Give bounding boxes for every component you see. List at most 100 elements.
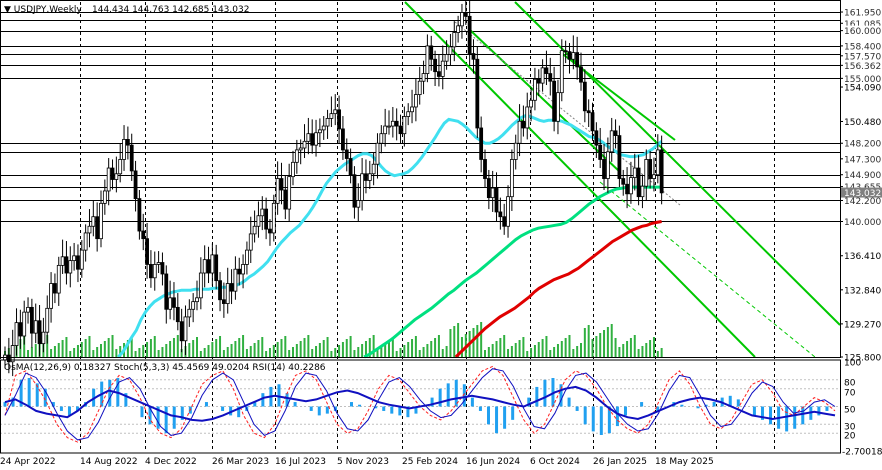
candle-body <box>125 139 130 146</box>
candle-body <box>260 208 265 217</box>
price-tag-bg <box>841 25 882 36</box>
osma-bar <box>438 388 442 407</box>
candle-body <box>509 159 514 198</box>
candle-body <box>333 109 338 115</box>
volume-bar <box>222 350 225 357</box>
candle-body <box>383 125 388 135</box>
candle-body <box>76 255 80 270</box>
candle-body <box>271 202 276 234</box>
osma-bar <box>704 404 708 407</box>
volume-bar <box>69 351 72 357</box>
y-tick-label: 154.090 <box>844 84 881 94</box>
osma-bar <box>446 383 450 407</box>
volume-bar <box>487 347 490 357</box>
volume-bar <box>165 344 168 357</box>
candle-body <box>341 128 345 151</box>
volume-bar <box>338 345 341 357</box>
candle-body <box>45 307 50 333</box>
volume-bar <box>176 335 179 357</box>
volume-bar <box>649 340 652 357</box>
volume-bar <box>545 336 548 357</box>
volume-bar <box>495 341 498 357</box>
x-tick-label: 26 Jan 2025 <box>593 457 647 467</box>
candle-body <box>659 149 664 194</box>
candle-body <box>498 211 503 218</box>
volume-bar <box>142 345 145 357</box>
osma-bar <box>261 393 265 407</box>
candle-body <box>617 135 622 179</box>
candle-body <box>206 259 211 274</box>
y-tick-label: 161.950 <box>844 9 881 19</box>
x-tick-label: 5 Nov 2023 <box>337 457 389 467</box>
candle-body <box>521 120 526 129</box>
osma-bar <box>27 378 31 407</box>
volume-bar <box>484 350 486 357</box>
volume-bar <box>564 338 567 357</box>
volume-bar <box>103 341 106 357</box>
candle-body <box>548 73 553 82</box>
ma-fast-line <box>117 114 663 359</box>
volume-bar <box>257 340 260 357</box>
candle-body <box>183 316 188 342</box>
osma-bar <box>623 406 627 416</box>
osma-bar <box>696 406 700 409</box>
candle-body <box>356 200 361 208</box>
trend-projection <box>454 21 681 206</box>
candle-body <box>502 216 507 227</box>
volume-bar <box>614 338 617 357</box>
volume-bar <box>629 338 632 357</box>
candle-body <box>567 51 572 60</box>
volume-bar <box>453 326 456 357</box>
osma-bar <box>398 406 402 416</box>
channel-projection <box>599 181 816 358</box>
candle-body <box>248 233 253 251</box>
sub-y-tick-label: 70 <box>844 389 856 399</box>
osma-bar <box>535 386 539 407</box>
candle-body <box>279 178 284 191</box>
volume-bar <box>107 338 110 357</box>
y-tick-label: 147.300 <box>844 155 881 165</box>
candle-body <box>306 133 311 142</box>
candle-body <box>314 132 318 146</box>
y-tick-label: 161.085 <box>844 20 881 30</box>
candle-body <box>463 12 468 17</box>
volume-bar <box>618 347 621 357</box>
candle-body <box>387 125 391 128</box>
y-tick-label: 129.270 <box>844 320 881 330</box>
candle-body <box>644 159 649 187</box>
ma-mid-line <box>363 185 662 359</box>
volume-bar <box>530 348 533 357</box>
candle-body <box>602 159 606 179</box>
x-tick-label: 4 Dec 2022 <box>145 457 197 467</box>
volume-bar <box>457 323 460 357</box>
candle-body <box>367 173 372 181</box>
candle-body <box>394 120 399 127</box>
osma-bar <box>752 406 756 416</box>
candle-body <box>145 238 149 265</box>
volume-bar <box>169 341 172 357</box>
osma-bar <box>164 406 168 434</box>
volume-bar <box>261 337 264 357</box>
volume-bar <box>403 345 406 357</box>
chart-title: ▼ USDJPY,Weekly <box>4 5 82 15</box>
channel-line <box>469 29 621 173</box>
volume-bar <box>507 349 510 357</box>
volume-bar <box>115 349 118 357</box>
candle-body <box>179 321 184 342</box>
candle-body <box>26 306 30 313</box>
volume-bar <box>230 344 233 357</box>
volume-bar <box>334 348 337 357</box>
candle-body <box>655 149 660 176</box>
volume-bar <box>196 337 198 357</box>
volume-bar <box>295 344 298 357</box>
volume-bar <box>656 351 659 357</box>
y-tick-label: 142.200 <box>844 197 881 207</box>
candle-body <box>156 262 161 265</box>
osma-bar <box>358 404 362 407</box>
volume-bar <box>503 335 506 357</box>
osma-bar <box>350 402 354 407</box>
candle-body <box>114 173 119 180</box>
volume-bar <box>491 344 494 357</box>
